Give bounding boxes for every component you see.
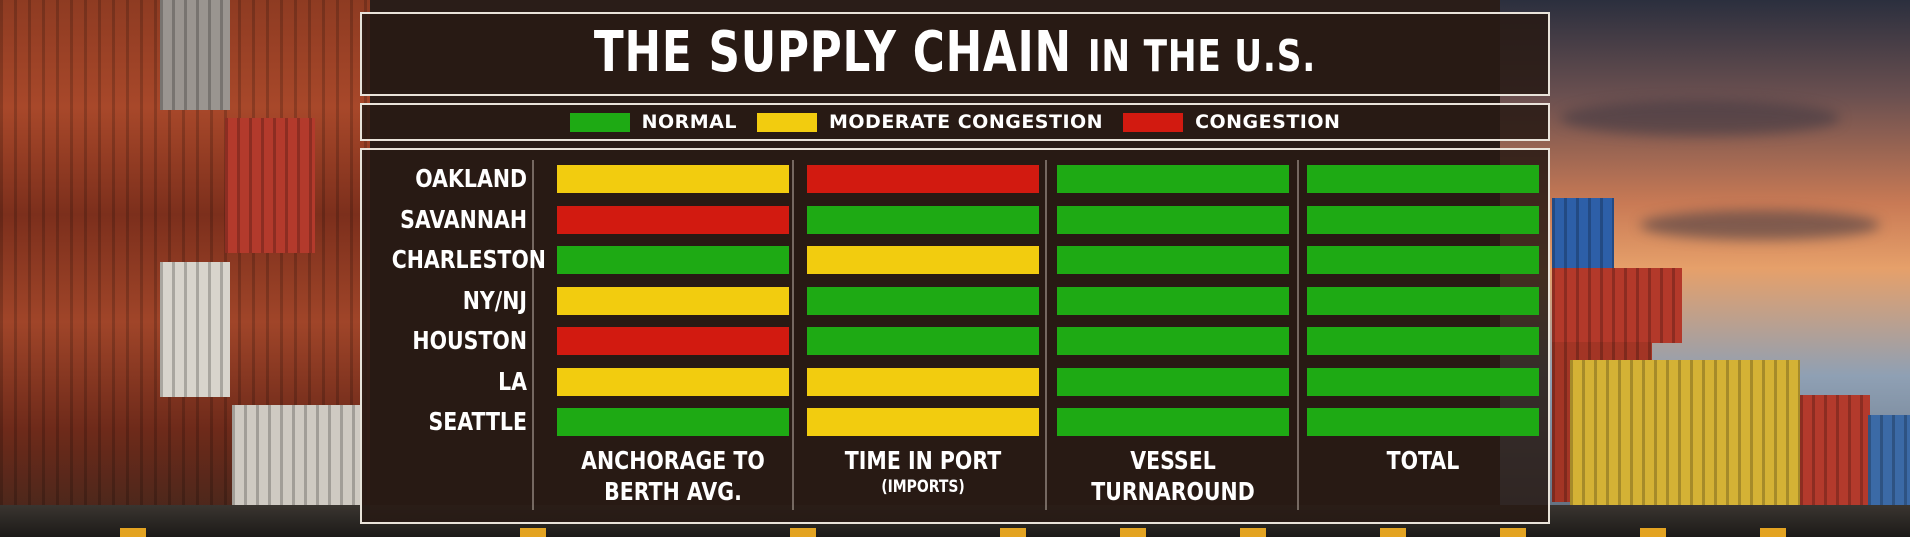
container-white-low xyxy=(232,405,360,515)
container-red-far xyxy=(1800,395,1870,510)
column-label-sub: (IMPORTS) xyxy=(881,477,965,497)
container-yellow xyxy=(1570,360,1800,510)
status-cell xyxy=(1307,327,1539,355)
legend-label-normal: NORMAL xyxy=(641,111,737,133)
row-label: OAKLAND xyxy=(415,164,527,193)
column-label-line1: TOTAL xyxy=(1386,446,1460,475)
column-label: VESSEL TURNAROUND xyxy=(1075,445,1272,507)
status-grid: OAKLAND SAVANNAH CHARLESTON NY/NJ HOUSTON LA S… xyxy=(360,148,1550,524)
status-cell xyxy=(557,367,789,396)
container-grey-top xyxy=(160,0,230,110)
status-cell xyxy=(1307,165,1539,193)
status-cell xyxy=(1057,327,1289,355)
column-label-line1: VESSEL xyxy=(1130,446,1216,475)
cloud xyxy=(1560,100,1840,136)
column-separator xyxy=(792,160,794,510)
column-separator xyxy=(1297,160,1299,510)
title-tail: IN THE U.S. xyxy=(1087,31,1317,82)
dock-marking xyxy=(520,528,546,537)
dock-marking xyxy=(1640,528,1666,537)
status-cell xyxy=(557,327,789,355)
status-cell xyxy=(807,165,1039,193)
status-cell xyxy=(1057,367,1289,396)
status-cell xyxy=(1307,286,1539,315)
title-main: THE SUPPLY CHAIN xyxy=(593,20,1072,85)
column-label: TOTAL xyxy=(1325,445,1522,476)
dock-marking xyxy=(1380,528,1406,537)
dock-marking xyxy=(790,528,816,537)
container-red xyxy=(225,118,315,253)
status-cell xyxy=(807,327,1039,355)
column-label-line2: TURNAROUND xyxy=(1091,477,1255,506)
status-cell xyxy=(1307,205,1539,234)
status-cell xyxy=(557,165,789,193)
legend-label-moderate: MODERATE CONGESTION xyxy=(829,111,1104,133)
dock-marking xyxy=(1000,528,1026,537)
status-cell xyxy=(1057,286,1289,315)
chart-title: THE SUPPLY CHAIN IN THE U.S. xyxy=(492,20,1417,85)
legend-item-congestion: CONGESTION xyxy=(1123,111,1340,133)
status-cell xyxy=(807,408,1039,436)
legend-swatch-normal xyxy=(569,112,630,132)
status-cell xyxy=(1057,165,1289,193)
column-label: ANCHORAGE TO BERTH AVG. xyxy=(575,445,772,507)
legend-item-moderate: MODERATE CONGESTION xyxy=(757,111,1103,133)
status-cell xyxy=(1057,408,1289,436)
row-label: NY/NJ xyxy=(462,285,527,315)
dock-marking xyxy=(1760,528,1786,537)
row-label: CHARLESTON xyxy=(391,245,546,274)
row-label: LA xyxy=(498,366,527,396)
container-blue-far xyxy=(1868,415,1910,505)
column-label-line1: TIME IN PORT xyxy=(844,446,1002,475)
status-cell xyxy=(557,408,789,436)
legend-label-congestion: CONGESTION xyxy=(1195,111,1341,133)
cloud xyxy=(1640,210,1880,240)
container-white xyxy=(160,262,230,397)
legend-panel: NORMAL MODERATE CONGESTION CONGESTION xyxy=(360,103,1550,141)
dock-marking xyxy=(1500,528,1526,537)
status-cell xyxy=(1307,367,1539,396)
status-cell xyxy=(807,367,1039,396)
dock-marking xyxy=(120,528,146,537)
legend-item-normal: NORMAL xyxy=(569,111,737,133)
dock-marking xyxy=(1120,528,1146,537)
column-label-line1: ANCHORAGE TO xyxy=(581,446,765,475)
legend-swatch-congestion xyxy=(1123,112,1184,132)
column-label-line2: BERTH AVG. xyxy=(604,477,742,506)
legend-swatch-moderate xyxy=(757,112,817,132)
status-cell xyxy=(807,246,1039,274)
column-separator xyxy=(532,160,534,510)
title-panel: THE SUPPLY CHAIN IN THE U.S. xyxy=(360,12,1550,96)
legend: NORMAL MODERATE CONGESTION CONGESTION xyxy=(362,105,1548,139)
status-cell xyxy=(1057,205,1289,234)
row-label: SAVANNAH xyxy=(400,204,527,234)
dock-marking xyxy=(1240,528,1266,537)
row-label: SEATTLE xyxy=(428,407,527,436)
status-cell xyxy=(557,205,789,234)
status-cell xyxy=(807,286,1039,315)
column-separator xyxy=(1045,160,1047,510)
status-cell xyxy=(1307,246,1539,274)
column-label: TIME IN PORT (IMPORTS) xyxy=(825,445,1022,498)
row-label: HOUSTON xyxy=(412,326,527,355)
status-cell xyxy=(807,205,1039,234)
container-blue xyxy=(1552,198,1614,270)
status-cell xyxy=(557,286,789,315)
status-cell xyxy=(557,246,789,274)
status-cell xyxy=(1057,246,1289,274)
container-red-right xyxy=(1552,268,1682,343)
status-cell xyxy=(1307,408,1539,436)
